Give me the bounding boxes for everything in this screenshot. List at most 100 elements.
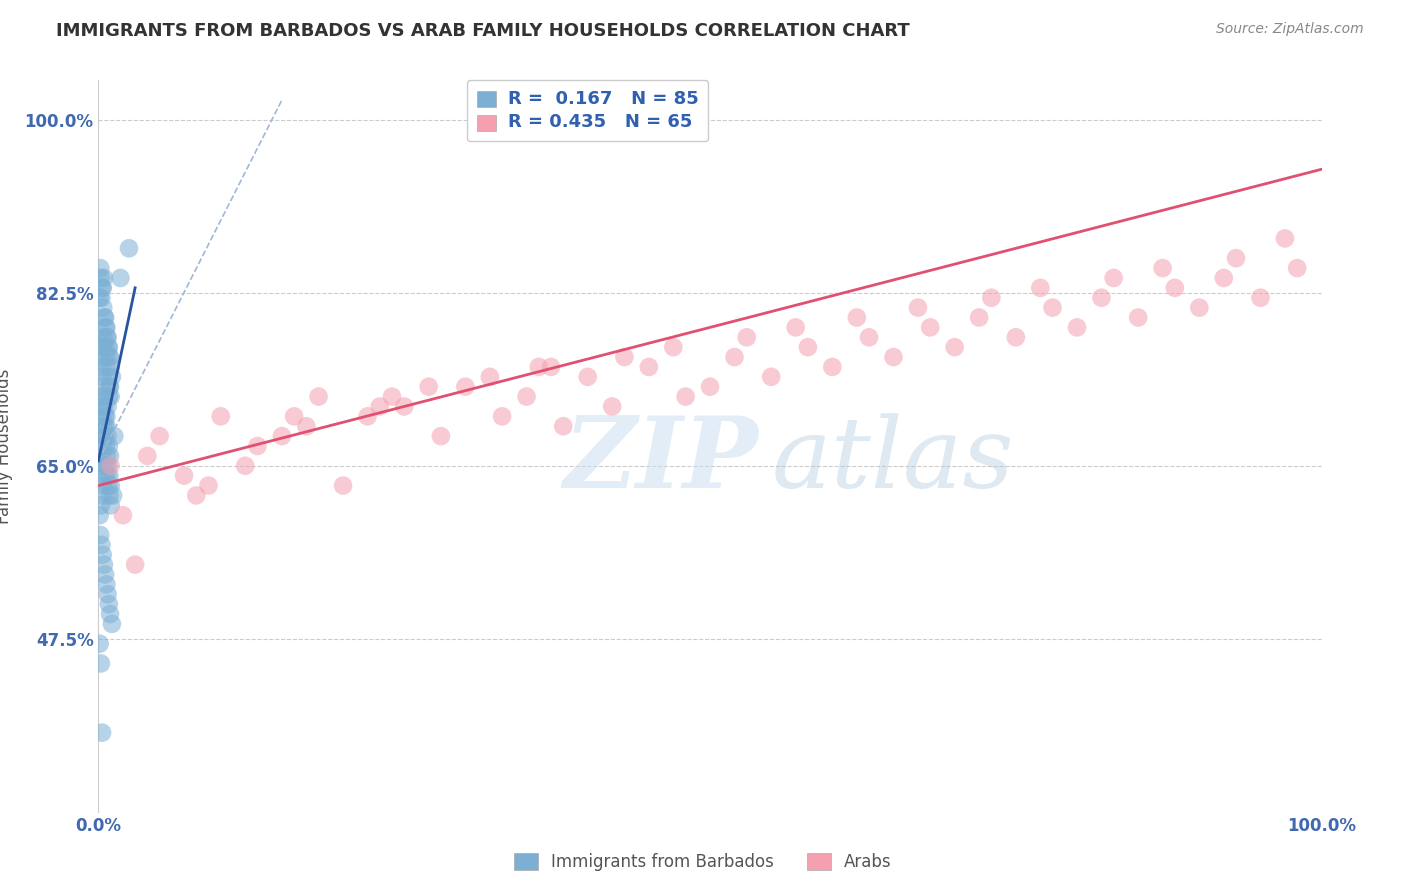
- Point: [392, 400, 416, 414]
- Point: [97, 369, 120, 384]
- Text: IMMIGRANTS FROM BARBADOS VS ARAB FAMILY HOUSEHOLDS CORRELATION CHART: IMMIGRANTS FROM BARBADOS VS ARAB FAMILY …: [56, 22, 910, 40]
- Point: [675, 390, 697, 404]
- Point: [1152, 261, 1174, 276]
- Point: [356, 409, 378, 424]
- Point: [91, 488, 114, 502]
- Point: [94, 320, 117, 334]
- Point: [186, 488, 208, 502]
- Point: [89, 528, 111, 542]
- Point: [90, 498, 112, 512]
- Point: [90, 538, 112, 552]
- Point: [1029, 281, 1052, 295]
- Point: [91, 725, 114, 739]
- Point: [613, 350, 636, 364]
- Point: [136, 449, 159, 463]
- Point: [883, 350, 905, 364]
- Point: [96, 320, 118, 334]
- Point: [89, 458, 111, 473]
- Point: [101, 616, 124, 631]
- Point: [103, 429, 125, 443]
- Point: [89, 359, 111, 374]
- Point: [90, 291, 112, 305]
- Point: [100, 458, 122, 473]
- Point: [90, 369, 112, 384]
- Point: [94, 458, 117, 473]
- Point: [527, 359, 550, 374]
- Point: [93, 400, 115, 414]
- Point: [90, 657, 112, 671]
- Point: [381, 390, 404, 404]
- Point: [98, 488, 121, 502]
- Point: [93, 468, 115, 483]
- Point: [637, 359, 661, 374]
- Point: [907, 301, 929, 315]
- Point: [98, 380, 121, 394]
- Point: [90, 271, 112, 285]
- Point: [89, 291, 111, 305]
- Point: [478, 369, 501, 384]
- Point: [845, 310, 868, 325]
- Point: [90, 400, 112, 414]
- Point: [149, 429, 172, 443]
- Point: [96, 359, 118, 374]
- Point: [98, 449, 121, 463]
- Point: [93, 429, 115, 443]
- Point: [98, 468, 121, 483]
- Point: [980, 291, 1002, 305]
- Point: [540, 359, 562, 374]
- Point: [94, 350, 117, 364]
- Point: [96, 577, 118, 591]
- Point: [418, 380, 440, 394]
- Point: [430, 429, 453, 443]
- Point: [858, 330, 880, 344]
- Point: [797, 340, 820, 354]
- Point: [920, 320, 942, 334]
- Point: [98, 350, 121, 364]
- Point: [332, 478, 354, 492]
- Point: [91, 409, 114, 424]
- Point: [90, 350, 112, 364]
- Point: [89, 261, 111, 276]
- Point: [97, 478, 120, 492]
- Point: [100, 478, 122, 492]
- Point: [94, 409, 117, 424]
- Point: [97, 390, 120, 404]
- Point: [723, 350, 745, 364]
- Point: [91, 281, 114, 295]
- Point: [209, 409, 232, 424]
- Point: [368, 400, 391, 414]
- Point: [94, 567, 117, 582]
- Point: [97, 340, 120, 354]
- Point: [600, 400, 623, 414]
- Point: [91, 478, 114, 492]
- Point: [491, 409, 513, 424]
- Point: [101, 369, 124, 384]
- Point: [233, 458, 256, 473]
- Point: [91, 419, 114, 434]
- Point: [1066, 320, 1088, 334]
- Point: [96, 330, 118, 344]
- Point: [94, 439, 117, 453]
- Point: [576, 369, 599, 384]
- Point: [98, 607, 121, 621]
- Point: [91, 340, 114, 354]
- Point: [91, 301, 114, 315]
- Point: [101, 488, 124, 502]
- Point: [96, 468, 118, 483]
- Point: [295, 419, 318, 434]
- Point: [967, 310, 990, 325]
- Point: [1250, 291, 1272, 305]
- Point: [97, 340, 120, 354]
- Point: [91, 390, 114, 404]
- Point: [97, 330, 120, 344]
- Point: [1090, 291, 1112, 305]
- Point: [89, 637, 111, 651]
- Point: [91, 439, 114, 453]
- Point: [699, 380, 721, 394]
- Legend: Immigrants from Barbados, Arabs: Immigrants from Barbados, Arabs: [506, 845, 900, 880]
- Point: [1164, 281, 1187, 295]
- Point: [1042, 301, 1064, 315]
- Point: [93, 271, 115, 285]
- Point: [118, 241, 141, 255]
- Point: [735, 330, 758, 344]
